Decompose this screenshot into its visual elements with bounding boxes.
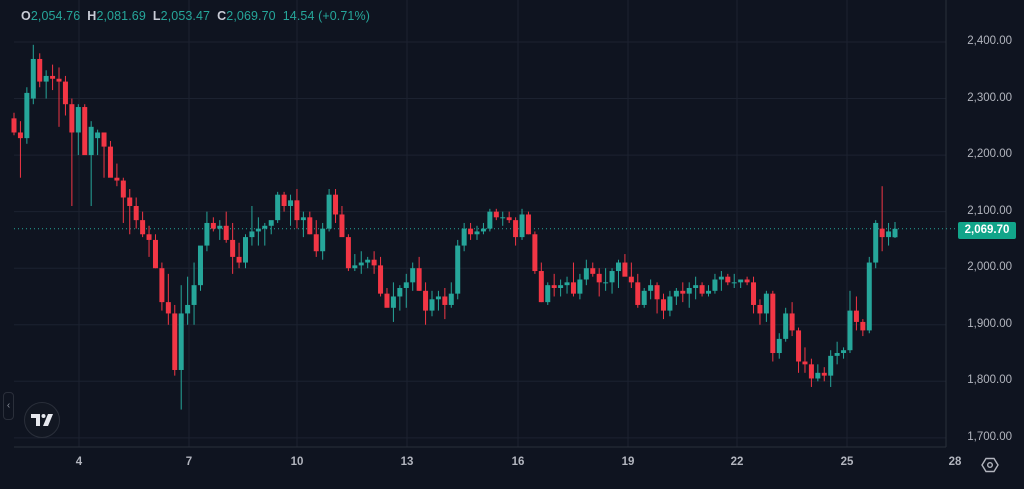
price-axis-label: 1,700.00 [967, 430, 1012, 443]
low-label: L [152, 9, 161, 23]
time-axis-label: 28 [948, 456, 962, 468]
tradingview-logo-icon[interactable] [24, 402, 60, 438]
time-axis-label: 4 [75, 456, 83, 468]
price-axis-label: 2,300.00 [967, 91, 1012, 104]
time-axis-label: 22 [730, 456, 744, 468]
time-axis-label: 10 [290, 456, 304, 468]
time-axis-label: 16 [511, 456, 525, 468]
low-value: 2,053.47 [160, 9, 211, 23]
high-value: 2,081.69 [96, 9, 146, 23]
price-axis-label: 2,000.00 [967, 261, 1012, 274]
price-axis-label: 2,100.00 [967, 204, 1012, 217]
price-axis-label: 2,400.00 [967, 35, 1012, 47]
time-axis-label: 7 [185, 456, 193, 468]
time-axis-label: 13 [400, 456, 414, 468]
price-axis-label: 2,200.00 [967, 148, 1012, 161]
time-axis-label: 19 [621, 456, 635, 468]
open-value: 2,054.76 [30, 9, 81, 23]
price-axis-label: 1,900.00 [967, 317, 1012, 330]
close-label: C [217, 9, 227, 23]
close-value: 2,069.70 [226, 9, 276, 23]
tradingview-logo-glyph [31, 414, 53, 426]
open-label: O [21, 9, 31, 23]
collapse-panel-button[interactable]: ‹ [3, 392, 14, 420]
chevron-left-icon: ‹ [6, 400, 11, 411]
current-price-tag: 2,069.70 [958, 222, 1016, 239]
settings-hexagon-icon[interactable] [981, 456, 999, 474]
time-axis-label: 25 [840, 456, 854, 468]
price-axis-label: 1,800.00 [967, 374, 1012, 387]
change-value: 14.54 (+0.71%) [282, 9, 370, 23]
ohlc-legend: O2,054.76 H2,081.69 L2,053.47 C2,069.70 14.5… [21, 9, 370, 23]
high-label: H [87, 9, 97, 23]
